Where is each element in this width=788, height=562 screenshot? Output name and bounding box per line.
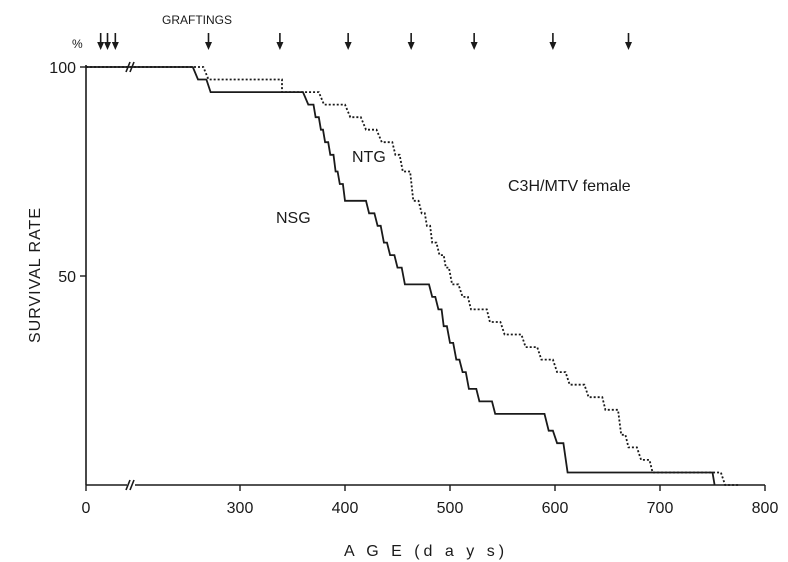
- grafting-arrow-icon: [549, 33, 557, 50]
- grafting-arrow-icon: [111, 33, 119, 50]
- graftings-label: GRAFTINGS: [162, 13, 232, 27]
- x-tick-label: 300: [227, 500, 254, 517]
- x-tick-label: 0: [82, 500, 91, 517]
- grafting-arrow-icon: [276, 33, 284, 50]
- x-axis-title: A G E (d a y s): [344, 543, 508, 560]
- graftings-arrows: [97, 33, 632, 50]
- grafting-arrow-icon: [625, 33, 632, 50]
- x-axis-break-mark: [125, 479, 131, 491]
- x-axis-break-mark: [129, 479, 135, 491]
- series-line: [86, 66, 716, 486]
- axes: [85, 61, 765, 491]
- x-ticks: 0 300 400 500 600 700 800: [82, 485, 779, 517]
- series-ntg: [86, 66, 739, 486]
- y-ticks: 50 100: [49, 60, 86, 286]
- strain-annotation: C3H/MTV female: [508, 178, 631, 195]
- series-nsg: [86, 66, 716, 486]
- series-line: [86, 66, 739, 486]
- y-tick-label: 100: [49, 60, 76, 77]
- grafting-arrow-icon: [344, 33, 352, 50]
- series-label-nsg: NSG: [276, 210, 311, 227]
- y-tick-label: 50: [58, 269, 76, 286]
- x-tick-label: 700: [647, 500, 674, 517]
- x-tick-label: 500: [437, 500, 464, 517]
- grafting-arrow-icon: [407, 33, 415, 50]
- grafting-arrow-icon: [104, 33, 112, 50]
- series-label-ntg: NTG: [352, 149, 386, 166]
- x-tick-label: 600: [542, 500, 569, 517]
- y-axis-title: SURVIVAL RATE: [27, 207, 44, 343]
- grafting-arrow-icon: [205, 33, 212, 50]
- x-tick-label: 400: [332, 500, 359, 517]
- grafting-arrow-icon: [470, 33, 478, 50]
- y-unit-label: %: [72, 37, 83, 51]
- x-tick-label: 800: [752, 500, 779, 517]
- grafting-arrow-icon: [97, 33, 105, 50]
